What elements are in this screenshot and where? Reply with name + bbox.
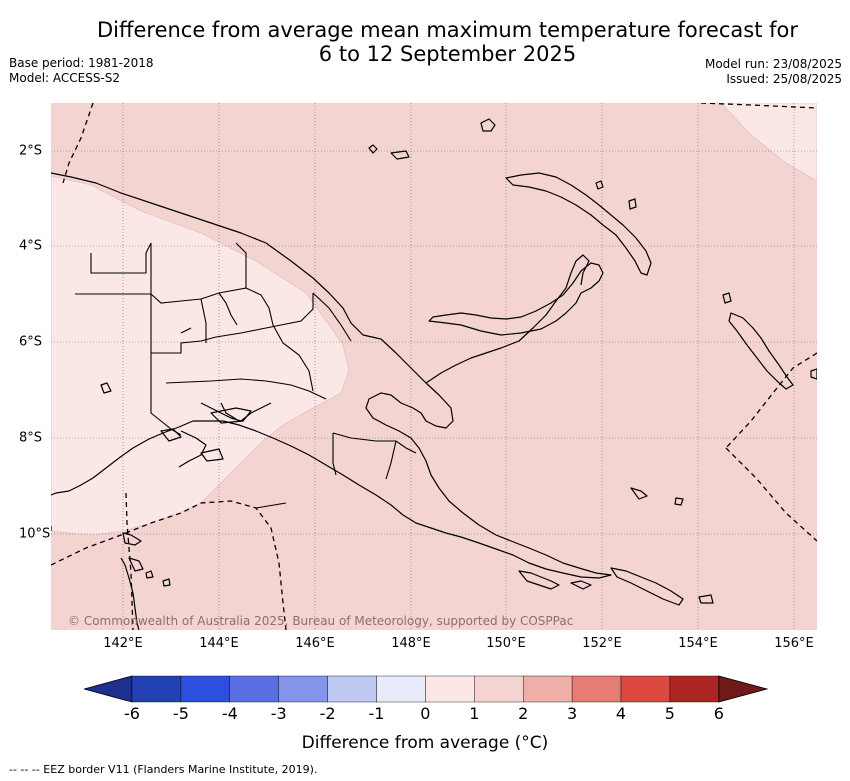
colorbar-cell (376, 675, 426, 703)
colorbar-title: Difference from average (°C) (301, 733, 549, 753)
colorbar-tick-label: 4 (615, 704, 627, 723)
lon-label: 144°E (199, 636, 239, 651)
eez-borders (51, 103, 817, 630)
png-indonesia-border (150, 243, 182, 436)
lat-label: 2°S (19, 143, 43, 159)
colorbar-cell (425, 675, 475, 703)
new-britain-coast (428, 262, 604, 336)
colorbar-tick-label: -6 (124, 704, 140, 723)
colorbar (82, 674, 769, 708)
issued-text: Issued: 25/08/2025 (726, 72, 842, 86)
lon-label: 142°E (103, 636, 143, 651)
map-panel (51, 103, 817, 630)
lat-label: 4°S (19, 238, 43, 254)
lon-label: 146°E (295, 636, 335, 651)
new-guinea-coast (51, 172, 612, 579)
map-svg (51, 103, 817, 630)
colorbar-cell (180, 675, 231, 703)
colorbar-cell (327, 675, 377, 703)
colorbar-cell (620, 675, 671, 703)
colorbar-tick-label: -3 (270, 704, 287, 723)
lon-label: 152°E (582, 636, 622, 651)
lat-label: 8°S (19, 430, 43, 446)
colorbar-tick-label: 0 (420, 704, 431, 723)
colorbar-extend-high (718, 675, 769, 703)
colorbar-tick-label: -5 (172, 704, 189, 723)
lon-label: 148°E (391, 636, 431, 651)
colorbar-tick-label: -4 (221, 704, 238, 723)
chart-title: Difference from average mean maximum tem… (60, 18, 835, 66)
meta-left: Base period: 1981-2018 Model: ACCESS-S2 (9, 56, 154, 86)
colorbar-cell (523, 675, 573, 703)
colorbar-extend-low (82, 675, 133, 703)
graticule (51, 103, 817, 630)
colorbar-svg (82, 675, 769, 703)
copyright-notice: © Commonwealth of Australia 2025, Bureau… (68, 614, 574, 628)
colorbar-tick-label: 5 (664, 704, 675, 723)
colorbar-cell (229, 675, 279, 703)
model-text: Model: ACCESS-S2 (9, 71, 121, 85)
borders (75, 242, 417, 509)
coastlines (51, 118, 817, 630)
colorbar-tick-label: 6 (713, 704, 724, 723)
bougainville-coast (728, 312, 794, 390)
anomaly-region-0-to-1-northeast (720, 103, 817, 182)
title-line-2: 6 to 12 September 2025 (318, 42, 577, 66)
new-ireland-coast (505, 172, 652, 276)
base-period-text: Base period: 1981-2018 (9, 56, 154, 70)
colorbar-tick-label: 3 (567, 704, 578, 723)
colorbar-tick-label: -1 (368, 704, 385, 723)
colorbar-cell (571, 675, 622, 703)
colorbar-cell (669, 675, 720, 703)
colorbar-tick-label: -2 (319, 704, 336, 723)
anomaly-region-0-to-1-west (51, 175, 350, 536)
lat-label: 6°S (19, 334, 43, 350)
colorbar-cell (131, 675, 182, 703)
meta-right: Model run: 23/08/2025 Issued: 25/08/2025 (705, 57, 842, 87)
lon-label: 150°E (486, 636, 526, 651)
colorbar-cell (474, 675, 524, 703)
eez-footnote: -- -- -- EEZ border V11 (Flanders Marine… (9, 763, 318, 776)
colorbar-tick-label: 2 (518, 704, 529, 723)
lon-label: 154°E (678, 636, 718, 651)
colorbar-tick-label: 1 (469, 704, 480, 723)
title-line-1: Difference from average mean maximum tem… (97, 18, 798, 42)
model-run-text: Model run: 23/08/2025 (704, 57, 842, 71)
lat-label: 10°S (19, 526, 51, 542)
lon-label: 156°E (774, 636, 814, 651)
colorbar-cell (278, 675, 328, 703)
